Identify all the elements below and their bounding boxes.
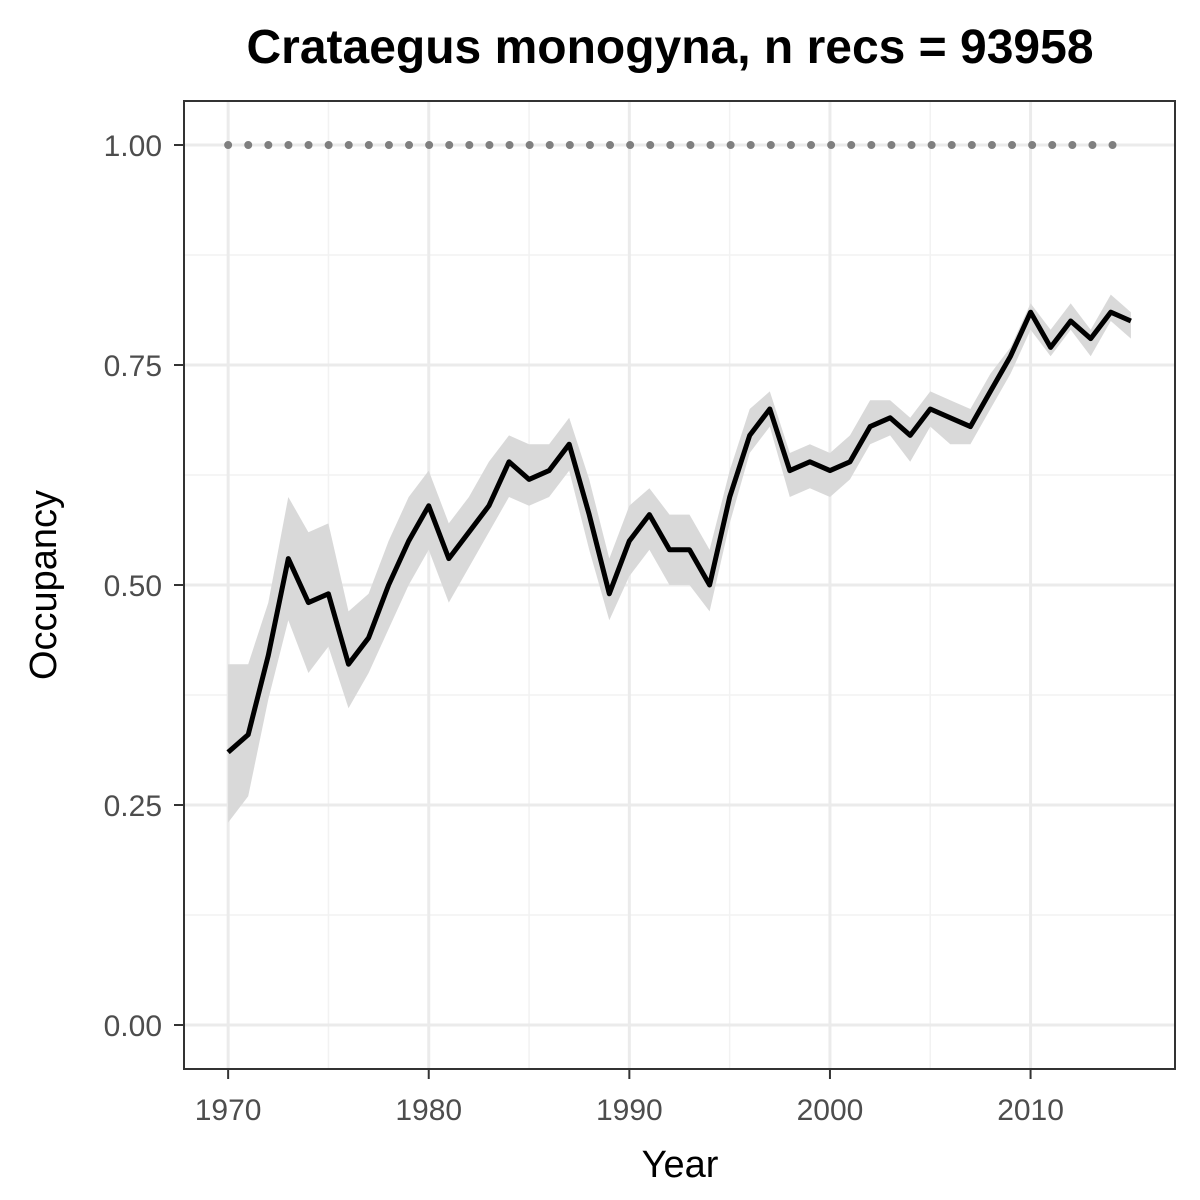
x-axis-title: Year (642, 1144, 719, 1186)
y-tick-label: 1.00 (104, 130, 162, 163)
y-tick-label: 0.25 (104, 790, 162, 823)
x-tick-label: 1970 (195, 1094, 262, 1127)
chart-title: Crataegus monogyna, n recs = 93958 (246, 21, 1093, 74)
y-axis-title: Occupancy (23, 490, 65, 680)
x-tick-label: 1980 (395, 1094, 462, 1127)
y-axis: 0.00 0.25 0.50 0.75 1.00 (104, 130, 184, 1043)
series-layer (224, 141, 1135, 755)
x-tick-label: 2010 (997, 1094, 1064, 1127)
confidence-ribbon-layer (228, 294, 1131, 823)
y-tick-label: 0.75 (104, 350, 162, 383)
x-tick-label: 1990 (596, 1094, 663, 1127)
y-tick-label: 0.50 (104, 570, 162, 603)
x-tick-label: 2000 (797, 1094, 864, 1127)
y-tick-label: 0.00 (104, 1010, 162, 1043)
confidence-ribbon (228, 294, 1131, 823)
x-axis: 1970 1980 1990 2000 2010 (195, 1069, 1064, 1127)
occupancy-trend-line (226, 309, 1132, 755)
